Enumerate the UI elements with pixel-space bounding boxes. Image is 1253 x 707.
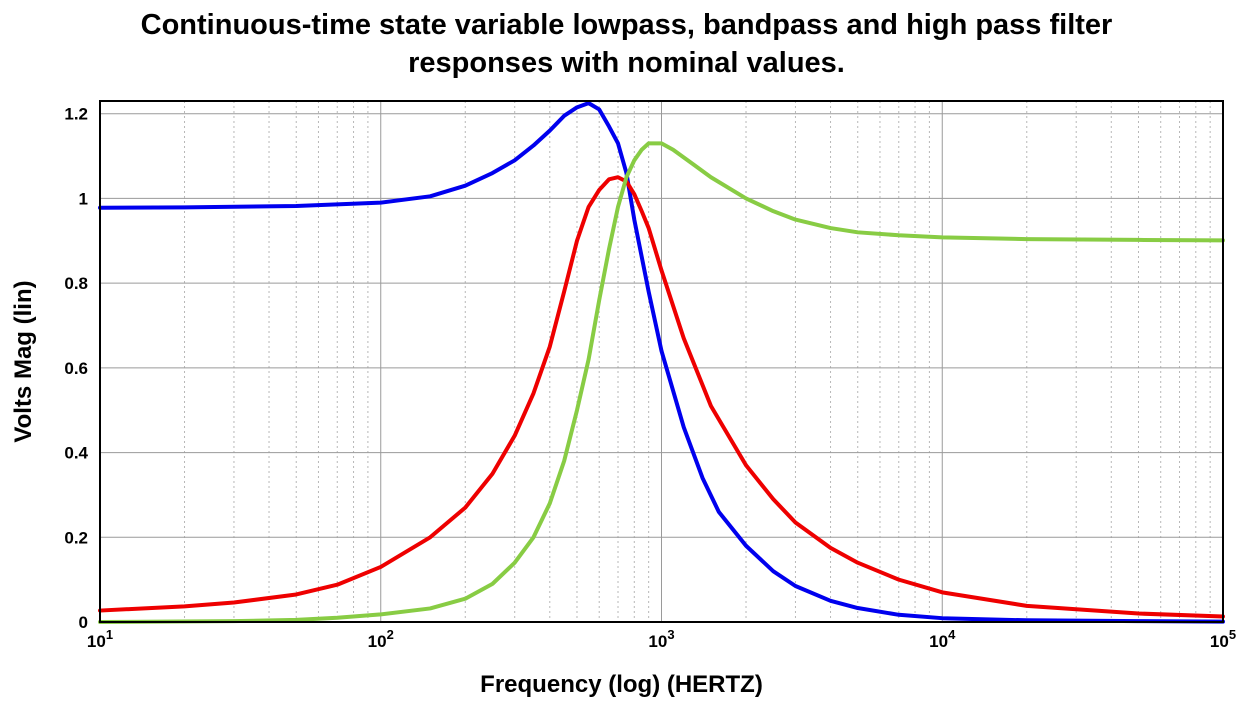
x-tick-base: 10: [368, 632, 387, 651]
x-tick-labels: 101 102 103 104 105: [87, 627, 1236, 651]
x-tick-exponent: 4: [948, 627, 956, 642]
y-tick-label: 0.4: [64, 444, 88, 463]
grid-major: [99, 101, 1224, 623]
y-tick-label: 1: [79, 189, 88, 208]
x-tick-label: 105: [1210, 627, 1236, 651]
x-tick-exponent: 2: [387, 627, 394, 642]
x-tick-base: 10: [87, 632, 106, 651]
x-tick-label: 104: [929, 627, 956, 651]
y-tick-labels: 0 0.2 0.4 0.6 0.8 1 1.2: [64, 105, 88, 632]
series-line-3: [98, 141, 1225, 624]
x-tick-exponent: 5: [1229, 627, 1236, 642]
y-tick-label: 1.2: [64, 105, 88, 124]
x-tick-base: 10: [648, 632, 667, 651]
y-tick-label: 0.2: [64, 528, 88, 547]
grid-minor: [184, 101, 1211, 622]
x-tick-label: 102: [368, 627, 394, 651]
series-line-2: [98, 175, 1225, 619]
chart-title-line-1: Continuous-time state variable lowpass, …: [140, 9, 1113, 41]
y-tick-label: 0: [79, 613, 88, 632]
x-tick-exponent: 3: [667, 627, 674, 642]
x-tick-base: 10: [929, 632, 948, 651]
chart-title-line-2: responses with nominal values.: [408, 47, 845, 79]
x-tick-exponent: 1: [106, 627, 113, 642]
plot-frame: [99, 100, 1224, 623]
y-tick-label: 0.8: [64, 274, 88, 293]
chart-title: Continuous-time state variable lowpass, …: [0, 6, 1253, 82]
series-layer: [98, 101, 1225, 624]
x-tick-label: 103: [648, 627, 674, 651]
x-axis-label: Frequency (log) (HERTZ): [480, 671, 763, 698]
x-tick-base: 10: [1210, 632, 1229, 651]
y-axis-label: Volts Mag (lin): [10, 280, 37, 442]
x-tick-label: 101: [87, 627, 113, 651]
y-tick-label: 0.6: [64, 359, 88, 378]
